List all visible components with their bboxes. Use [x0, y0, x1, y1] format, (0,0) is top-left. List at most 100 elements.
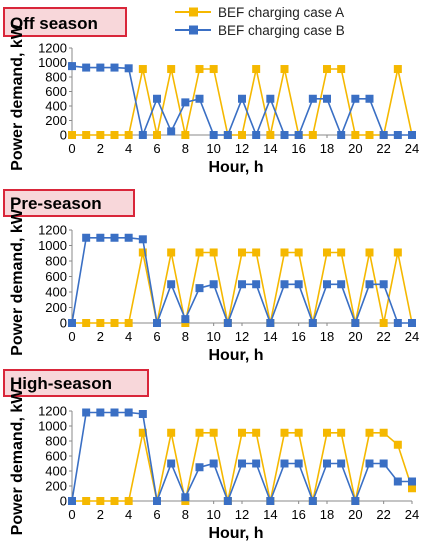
data-point — [153, 131, 161, 139]
data-point — [323, 280, 331, 289]
data-point — [110, 131, 119, 139]
y-tick-label: 0 — [60, 128, 67, 143]
y-axis-label: Power demand, kW — [9, 23, 26, 171]
x-tick-label: 14 — [263, 329, 277, 344]
data-point — [379, 131, 388, 139]
data-point — [393, 65, 402, 74]
data-point — [181, 131, 190, 139]
data-point — [323, 94, 331, 103]
x-tick-label: 0 — [68, 507, 75, 522]
data-point — [365, 459, 374, 468]
data-point — [323, 65, 331, 74]
data-point — [124, 233, 133, 242]
data-point — [351, 94, 360, 103]
data-point — [393, 440, 402, 449]
y-tick-label: 400 — [45, 464, 67, 479]
data-point — [337, 280, 346, 289]
data-point — [266, 94, 275, 103]
data-point — [124, 319, 133, 327]
data-point — [138, 235, 147, 244]
data-point — [379, 280, 388, 289]
data-point — [238, 280, 246, 289]
data-point — [337, 131, 346, 139]
x-tick-label: 6 — [153, 507, 160, 522]
data-point — [351, 497, 360, 505]
panel-title: Off season — [10, 14, 98, 33]
data-point — [209, 459, 218, 468]
data-point — [124, 131, 133, 139]
x-tick-label: 6 — [153, 141, 160, 156]
data-point — [252, 428, 261, 437]
data-point — [280, 65, 289, 74]
data-point — [266, 319, 275, 327]
legend: BEF charging case A BEF charging case B — [175, 5, 345, 38]
data-point — [82, 63, 91, 72]
data-point — [280, 428, 289, 437]
data-point — [238, 131, 246, 139]
x-tick-label: 8 — [182, 141, 189, 156]
data-point — [82, 319, 91, 327]
data-point — [110, 497, 119, 505]
y-tick-label: 1000 — [38, 238, 67, 253]
y-tick-label: 0 — [60, 494, 67, 509]
data-point — [195, 65, 204, 74]
data-point — [124, 408, 133, 417]
data-point — [181, 493, 190, 502]
x-tick-label: 6 — [153, 329, 160, 344]
data-point — [365, 280, 374, 289]
y-tick-label: 1200 — [38, 223, 67, 238]
data-point — [82, 408, 91, 417]
legend-label: BEF charging case A — [218, 5, 344, 20]
data-point — [124, 497, 133, 505]
data-point — [238, 459, 246, 468]
data-point — [351, 319, 360, 327]
data-point — [337, 459, 346, 468]
data-point — [153, 497, 161, 505]
x-axis-label: Hour, h — [208, 347, 263, 364]
data-point — [209, 280, 218, 289]
data-point — [195, 463, 204, 472]
data-point — [138, 131, 147, 139]
y-tick-label: 800 — [45, 434, 67, 449]
data-point — [195, 248, 204, 257]
x-tick-label: 12 — [235, 329, 249, 344]
x-tick-label: 18 — [320, 507, 334, 522]
y-tick-label: 400 — [45, 285, 67, 300]
data-point — [82, 233, 91, 242]
y-tick-label: 600 — [45, 449, 67, 464]
x-tick-label: 24 — [405, 329, 419, 344]
legend-item-case-b: BEF charging case B — [175, 23, 345, 38]
data-point — [238, 248, 246, 257]
x-tick-label: 24 — [405, 507, 419, 522]
data-point — [110, 233, 119, 242]
data-point — [323, 428, 331, 437]
data-point — [294, 248, 303, 257]
data-point — [337, 65, 346, 74]
data-point — [96, 131, 105, 139]
data-point — [294, 131, 303, 139]
data-point — [337, 428, 346, 437]
x-tick-label: 4 — [125, 507, 132, 522]
x-tick-label: 2 — [97, 329, 104, 344]
y-tick-label: 200 — [45, 113, 67, 128]
x-tick-label: 2 — [97, 141, 104, 156]
data-point — [110, 408, 119, 417]
data-point — [181, 315, 190, 324]
x-tick-label: 0 — [68, 141, 75, 156]
y-tick-label: 800 — [45, 254, 67, 269]
data-point — [280, 280, 289, 289]
legend-marker — [189, 7, 198, 17]
data-point — [153, 94, 161, 103]
x-tick-label: 22 — [376, 507, 390, 522]
y-axis-label: Power demand, kW — [9, 208, 26, 356]
data-point — [393, 131, 402, 139]
data-point — [68, 497, 76, 505]
data-point — [408, 131, 416, 139]
x-tick-label: 16 — [291, 329, 305, 344]
x-tick-label: 20 — [348, 507, 362, 522]
legend-label: BEF charging case B — [218, 23, 345, 38]
y-tick-label: 600 — [45, 84, 67, 99]
panel-title-box — [3, 369, 149, 397]
